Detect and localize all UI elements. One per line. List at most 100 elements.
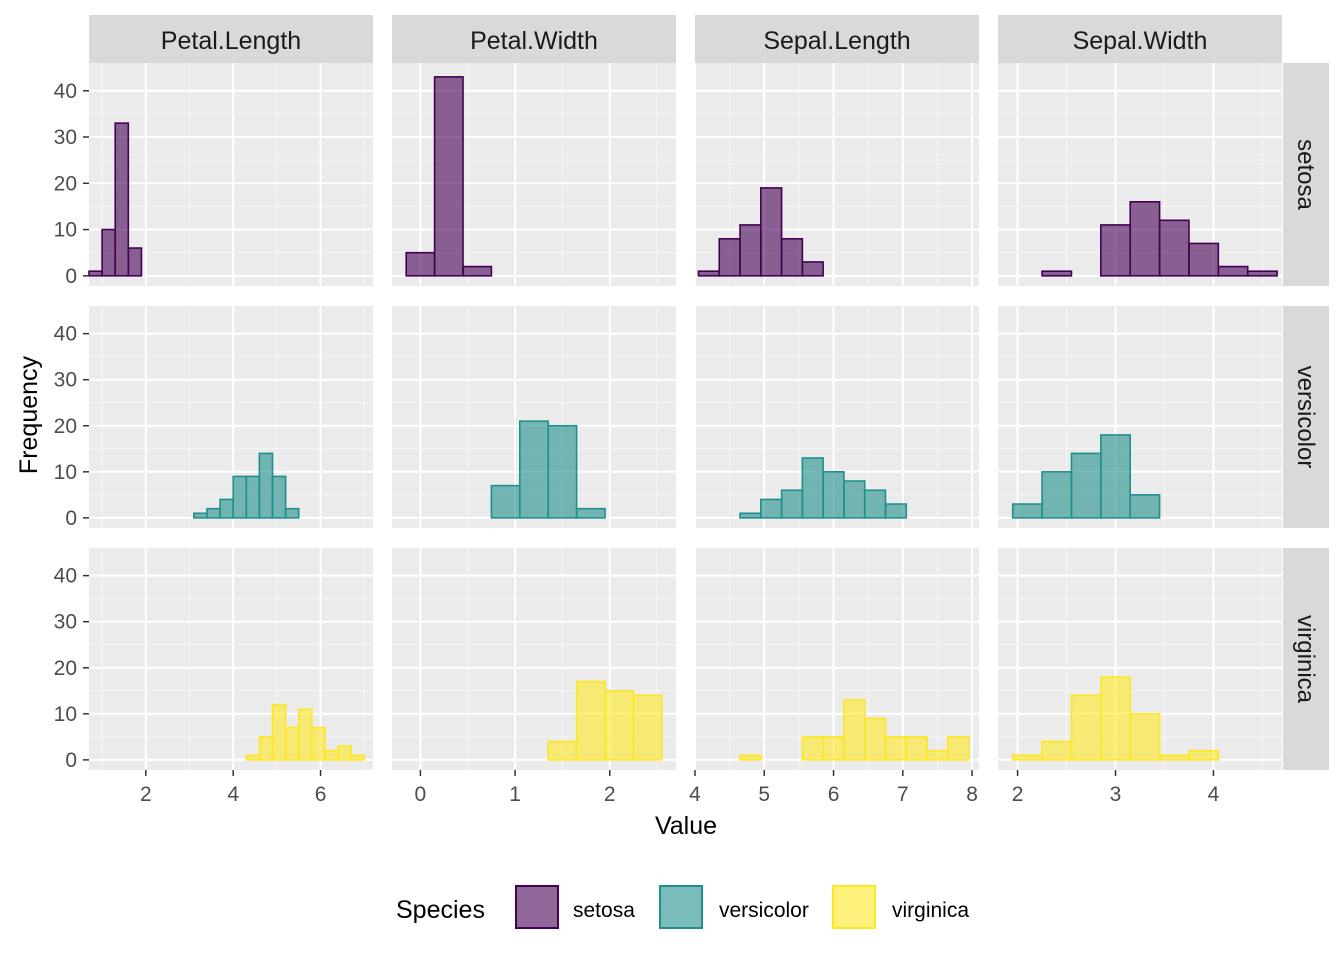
histogram-bar bbox=[801, 457, 824, 519]
panel-sepal-length-setosa bbox=[694, 63, 979, 286]
strip-background bbox=[1283, 548, 1329, 770]
histogram-bar bbox=[760, 498, 783, 519]
histogram-bar bbox=[88, 270, 103, 277]
legend-item-versicolor: versicolor bbox=[659, 885, 809, 929]
histogram-bar bbox=[1070, 452, 1102, 519]
histogram-bar bbox=[324, 749, 339, 761]
legend-item-virginica: virginica bbox=[832, 885, 969, 929]
row-strip-label: setosa bbox=[1292, 139, 1319, 210]
y-tick-label: 10 bbox=[54, 703, 77, 726]
y-tick-label: 20 bbox=[54, 657, 77, 680]
histogram-bar bbox=[718, 238, 741, 277]
histogram-bar bbox=[518, 420, 549, 519]
histogram-bar bbox=[1246, 270, 1278, 277]
panel-sepal-width-setosa bbox=[998, 63, 1282, 286]
histogram-bar bbox=[271, 475, 287, 519]
x-tick-label: 4 bbox=[689, 783, 701, 806]
histogram-bar bbox=[1188, 749, 1220, 761]
histogram-bar bbox=[1011, 754, 1043, 761]
histogram-bar bbox=[760, 187, 783, 277]
row-strip: versicolor bbox=[1283, 306, 1329, 528]
legend-label: setosa bbox=[573, 899, 635, 922]
legend-key bbox=[659, 885, 703, 929]
x-tick-label: 4 bbox=[227, 783, 239, 806]
histogram-bar bbox=[1188, 242, 1220, 277]
histogram-bar bbox=[1011, 503, 1043, 519]
x-tick-label: 7 bbox=[897, 783, 909, 806]
x-tick-label: 5 bbox=[758, 783, 770, 806]
y-tick-label: 30 bbox=[54, 611, 77, 634]
y-tick-label: 40 bbox=[54, 80, 77, 103]
histogram-bar bbox=[575, 507, 606, 519]
column-strip: Petal.Width bbox=[392, 15, 676, 63]
histogram-bar bbox=[284, 726, 300, 761]
histogram-bar bbox=[697, 270, 721, 277]
column-strip: Sepal.Width bbox=[998, 15, 1282, 63]
histogram-bar bbox=[632, 694, 663, 761]
x-tick-label: 4 bbox=[1208, 783, 1220, 806]
histogram-bar bbox=[350, 754, 366, 761]
histogram-bar bbox=[433, 76, 464, 277]
histogram-bar bbox=[311, 726, 326, 761]
y-tick-label: 20 bbox=[54, 172, 77, 195]
panel-petal-length-setosa bbox=[88, 63, 373, 286]
histogram-bar bbox=[843, 480, 866, 519]
y-tick-label: 0 bbox=[65, 265, 77, 288]
x-axis-title: Value bbox=[655, 812, 717, 840]
strip-background bbox=[1283, 306, 1329, 528]
histogram-bar bbox=[801, 261, 824, 277]
histogram-bar bbox=[1041, 740, 1073, 761]
histogram-bar bbox=[739, 754, 762, 761]
histogram-bar bbox=[1129, 200, 1161, 277]
histogram-bar bbox=[1217, 265, 1249, 277]
panel-sepal-width-virginica bbox=[998, 548, 1282, 770]
strip-background bbox=[998, 15, 1282, 63]
histogram-bar bbox=[1041, 270, 1073, 277]
panel-sepal-length-versicolor bbox=[694, 306, 979, 528]
histogram-bar bbox=[258, 736, 274, 761]
histogram-bar bbox=[337, 745, 352, 761]
panel-petal-width-versicolor bbox=[392, 306, 676, 528]
y-tick-label: 0 bbox=[65, 749, 77, 772]
row-strip: setosa bbox=[1283, 63, 1329, 286]
histogram-bar bbox=[863, 489, 887, 519]
legend-label: virginica bbox=[892, 899, 969, 922]
panels-layer bbox=[88, 63, 1282, 770]
column-strip: Sepal.Length bbox=[695, 15, 979, 63]
histogram-bar bbox=[547, 424, 578, 519]
x-tick-label: 6 bbox=[315, 783, 327, 806]
x-tick-label: 6 bbox=[828, 783, 840, 806]
histogram-bar bbox=[863, 717, 887, 761]
row-strip-label: virginica bbox=[1292, 615, 1319, 704]
histogram-bar bbox=[884, 736, 908, 761]
histogram-bar bbox=[926, 749, 949, 761]
histogram-bar bbox=[1041, 471, 1073, 519]
x-tick-label: 0 bbox=[415, 783, 427, 806]
histogram-bar bbox=[245, 754, 261, 761]
histogram-bar bbox=[575, 680, 606, 761]
panel-petal-length-virginica bbox=[89, 548, 373, 770]
histogram-bar bbox=[739, 224, 762, 277]
x-tick-label: 2 bbox=[604, 783, 616, 806]
x-tick-label: 8 bbox=[966, 783, 978, 806]
histogram-bar bbox=[219, 498, 234, 519]
strip-background bbox=[392, 15, 676, 63]
histogram-bar bbox=[884, 503, 908, 519]
strip-background bbox=[1283, 63, 1329, 286]
panel-sepal-length-virginica bbox=[694, 548, 979, 770]
histogram-bar bbox=[801, 736, 824, 761]
panel-petal-length-versicolor bbox=[89, 306, 373, 528]
histogram-bar bbox=[905, 736, 928, 761]
histogram-bar bbox=[258, 452, 274, 519]
x-tick-label: 3 bbox=[1110, 783, 1122, 806]
histogram-bar bbox=[1158, 219, 1190, 277]
histogram-bar bbox=[114, 122, 130, 277]
legend-title: Species bbox=[396, 896, 485, 924]
histogram-bar bbox=[490, 484, 521, 519]
column-strip-label: Petal.Width bbox=[470, 27, 598, 55]
strip-background bbox=[89, 15, 373, 63]
y-tick-label: 40 bbox=[54, 323, 77, 346]
row-strip: virginica bbox=[1283, 548, 1329, 770]
